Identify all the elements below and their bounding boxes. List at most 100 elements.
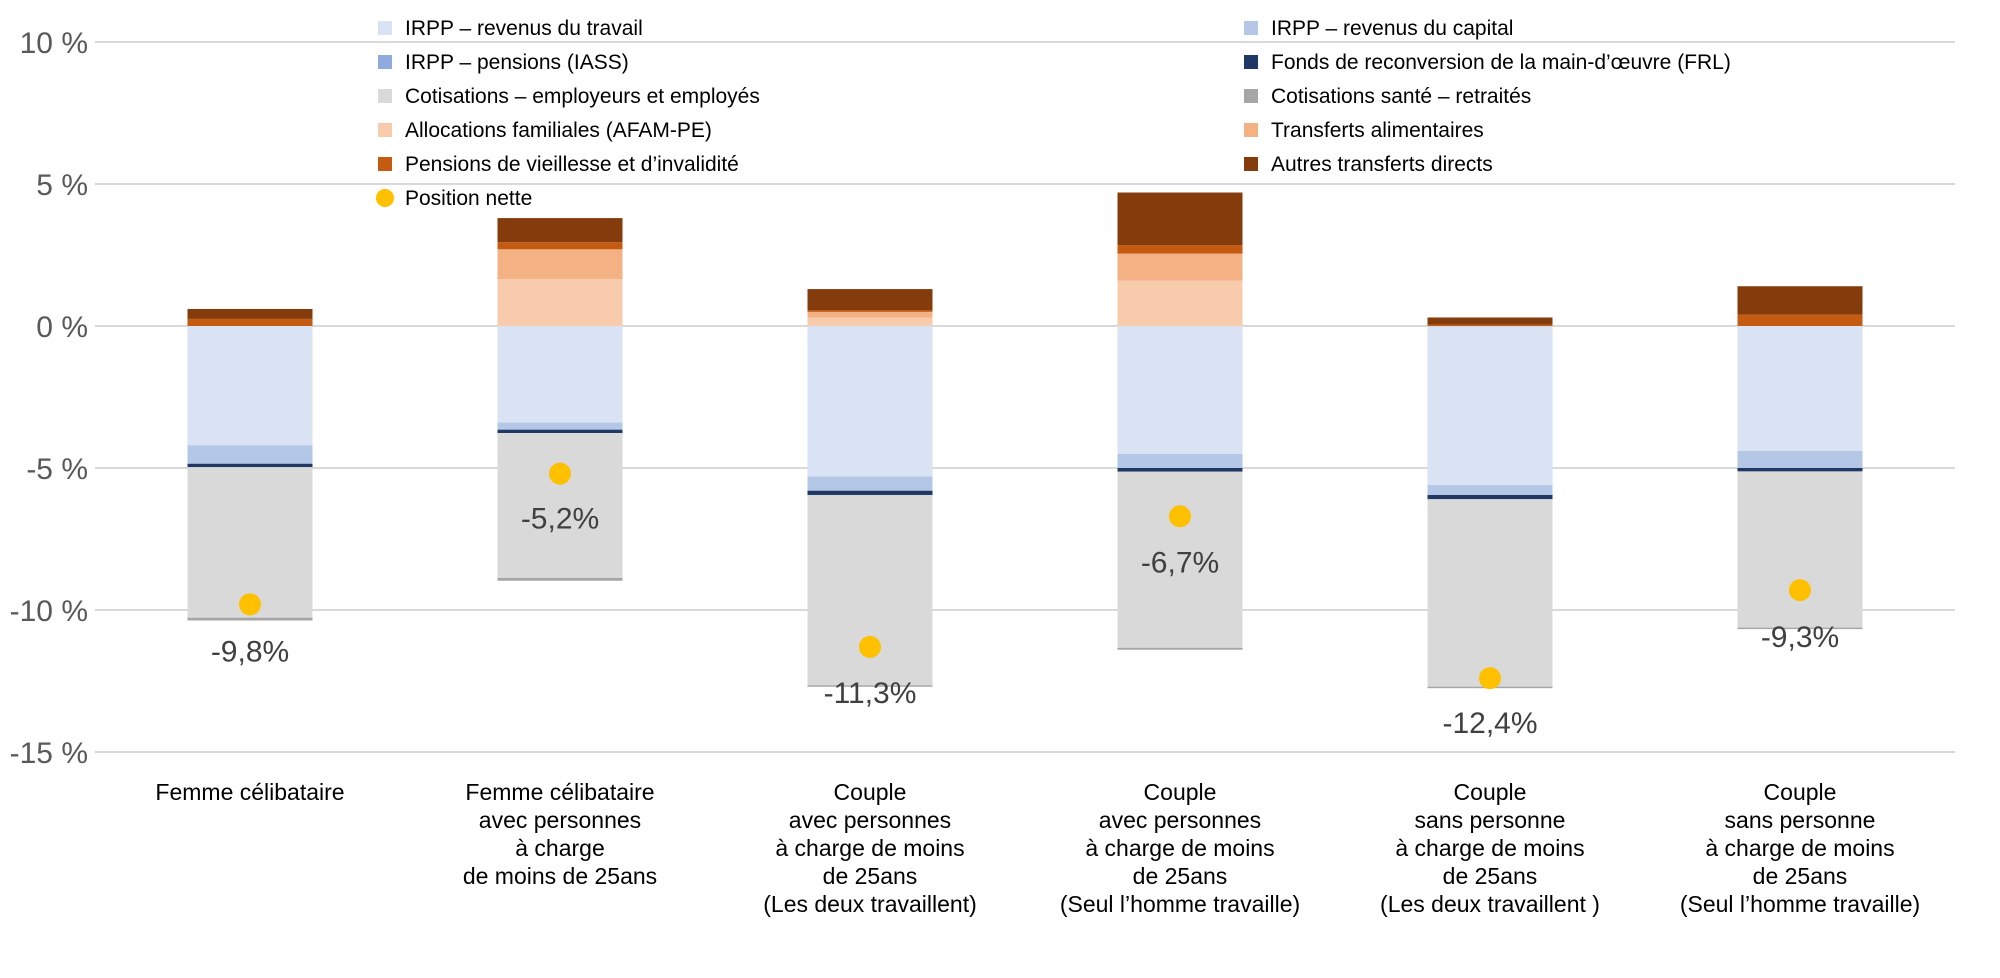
bar-segment — [1117, 471, 1243, 648]
net-position-point — [1479, 667, 1501, 690]
bar-segment — [1117, 468, 1243, 472]
net-position-label: -6,7% — [1141, 546, 1219, 579]
legend-label: Position nette — [405, 187, 532, 210]
bar-segment — [497, 279, 623, 326]
x-axis-categories: Femme célibataire Femme célibataire avec p… — [155, 779, 1920, 917]
bar-segment — [497, 429, 623, 434]
net-position-label: -9,3% — [1761, 621, 1839, 654]
legend-swatch — [378, 55, 392, 69]
bar-segment — [807, 685, 933, 687]
x-category-label: Couple avec personnes à charge de moins de … — [1060, 779, 1300, 917]
legend-marker — [376, 189, 394, 207]
net-position-label: -11,3% — [824, 677, 917, 710]
bar-segment — [187, 326, 313, 446]
bar-segment — [1427, 494, 1553, 500]
legend-label: Fonds de reconversion de la main-d’œuvre… — [1271, 51, 1731, 74]
bar-segment — [1737, 286, 1863, 315]
legend-swatch — [378, 123, 392, 137]
net-position-label: -12,4% — [1442, 707, 1537, 740]
bar-segment — [1737, 471, 1863, 628]
bars — [187, 192, 1863, 689]
bar-segment — [1737, 627, 1863, 630]
legend-label: Cotisations – employeurs et employés — [405, 85, 760, 108]
net-position-label: -9,8% — [211, 635, 289, 668]
bar-segment — [807, 476, 933, 491]
bar-segment — [497, 422, 623, 430]
x-category-label: Femme célibataire — [155, 779, 344, 805]
bar-segment — [187, 318, 313, 326]
bar-segment — [187, 308, 313, 319]
bar-segment — [1117, 280, 1243, 326]
bar-segment — [1737, 468, 1863, 472]
bar-segment — [187, 445, 313, 464]
net-position-point — [859, 635, 881, 658]
bar-segment — [807, 310, 933, 312]
bar-segment — [1737, 326, 1863, 451]
bar-segment — [1117, 647, 1243, 650]
bar-segment — [497, 242, 623, 250]
bar-segment — [1427, 485, 1553, 495]
legend-label: IRPP – revenus du capital — [1271, 17, 1513, 40]
y-tick-label: 0 % — [36, 311, 88, 344]
legend-swatch — [1244, 123, 1258, 137]
legend-swatch — [378, 157, 392, 171]
bar-segment — [807, 317, 933, 326]
legend-swatch — [1244, 89, 1258, 103]
bar-segment — [497, 433, 623, 578]
bar-segment — [1117, 326, 1243, 454]
bar-segment — [1427, 499, 1553, 687]
bar-segment — [807, 289, 933, 311]
bar-segment — [497, 218, 623, 243]
bar-segment — [1117, 453, 1243, 468]
legend-label: Autres transferts directs — [1271, 153, 1493, 176]
x-category-label: Couple sans personne à charge de moins de 2… — [1680, 779, 1920, 917]
y-tick-label: 5 % — [36, 169, 88, 202]
net-position-labels: -9,8% -5,2% -11,3% -6,7% -12,4% -9,3% — [211, 503, 1839, 740]
bar-segment — [807, 311, 933, 318]
net-position-points — [239, 462, 1811, 690]
legend-swatch — [1244, 55, 1258, 69]
legend-label: Allocations familiales (AFAM-PE) — [405, 119, 712, 142]
bar-segment — [807, 326, 933, 477]
bar-segment — [1427, 324, 1553, 327]
legend-swatch — [1244, 157, 1258, 171]
y-tick-label: -10 % — [10, 595, 88, 628]
legend-swatch — [1244, 21, 1258, 35]
y-axis-ticks: 10 % 5 % 0 % -5 % -10 % -15 % — [10, 27, 88, 770]
net-position-point — [1789, 579, 1811, 602]
bar-segment — [187, 617, 313, 621]
y-tick-label: -15 % — [10, 737, 88, 770]
x-category-label: Femme célibataire avec personnes à charge d… — [463, 779, 657, 889]
legend-label: IRPP – revenus du travail — [405, 17, 643, 40]
bar-segment — [497, 249, 623, 280]
bar-segment — [187, 463, 313, 468]
legend-label: Cotisations santé – retraités — [1271, 85, 1531, 108]
net-position-point — [1169, 505, 1191, 528]
gridlines — [95, 41, 1955, 753]
legend-swatch — [378, 21, 392, 35]
y-tick-label: -5 % — [26, 453, 88, 486]
net-position-label: -5,2% — [521, 503, 599, 536]
bar-segment — [497, 577, 623, 581]
bar-segment — [1737, 314, 1863, 326]
bar-segment — [1117, 245, 1243, 254]
legend-label: Transferts alimentaires — [1271, 119, 1484, 142]
bar-segment — [1427, 326, 1553, 486]
legend-label: Pensions de vieillesse et d’invalidité — [405, 153, 739, 176]
y-tick-label: 10 % — [20, 27, 88, 60]
x-category-label: Couple sans personne à charge de moins de 2… — [1380, 779, 1600, 917]
x-category-label: Couple avec personnes à charge de moins de … — [763, 779, 977, 917]
bar-segment — [1117, 253, 1243, 281]
net-position-point — [549, 462, 571, 485]
bar-segment — [1117, 192, 1243, 246]
net-position-point — [239, 593, 261, 616]
bar-segment — [497, 326, 623, 423]
legend: IRPP – revenus du travail IRPP – pensions… — [376, 17, 1731, 210]
legend-label: IRPP – pensions (IASS) — [405, 51, 629, 74]
bar-segment — [807, 490, 933, 495]
legend-swatch — [378, 89, 392, 103]
bar-segment — [187, 467, 313, 618]
bar-segment — [1737, 450, 1863, 468]
bar-segment — [1427, 317, 1553, 325]
